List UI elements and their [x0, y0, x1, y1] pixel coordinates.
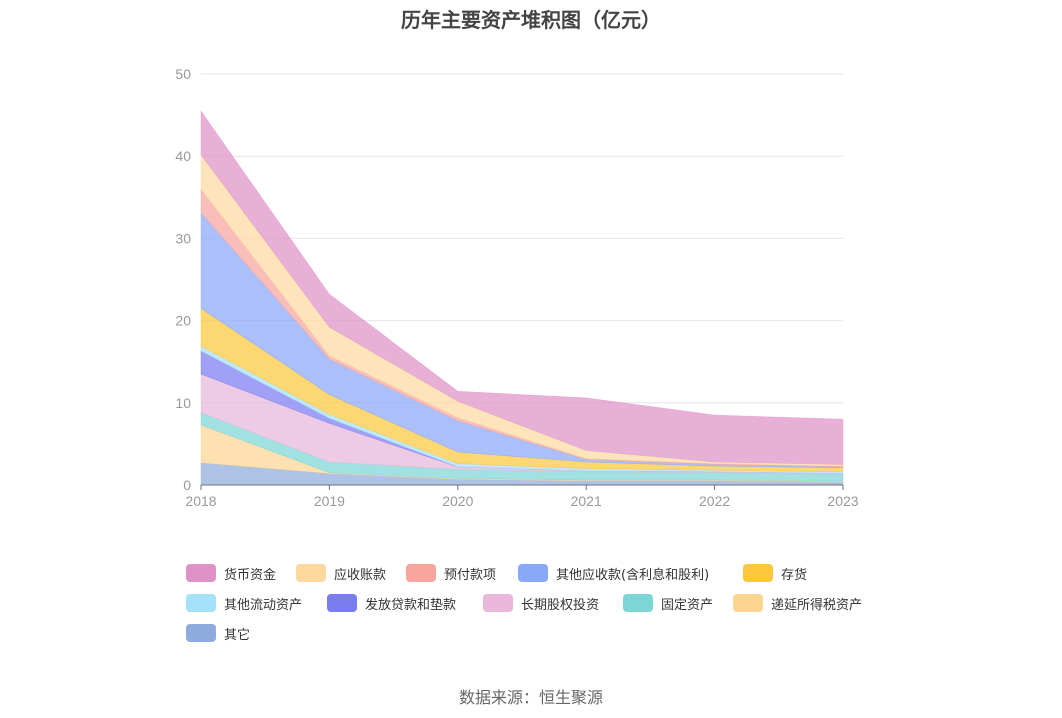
legend-item[interactable]: 存货 [743, 562, 807, 584]
y-tick-label: 30 [175, 230, 191, 246]
legend-swatch [518, 564, 548, 582]
legend-swatch [733, 594, 763, 612]
legend-item[interactable]: 其他应收款(含利息和股利) [518, 562, 709, 584]
y-tick-label: 40 [175, 148, 191, 164]
x-tick-label: 2023 [827, 493, 858, 509]
legend-label: 固定资产 [661, 597, 714, 613]
legend-label: 其他流动资产 [224, 597, 303, 613]
x-tick-labels: 2018 2019 2020 2021 2022 2023 [185, 493, 858, 509]
legend-label: 长期股权投资 [521, 597, 600, 613]
area-货币资金 [200, 110, 844, 465]
legend-swatch [743, 564, 773, 582]
x-tick-label: 2020 [442, 493, 473, 509]
legend-swatch [406, 564, 436, 582]
data-source: 数据来源：恒生聚源 [458, 688, 603, 707]
legend-item[interactable]: 其他流动资产 [186, 592, 302, 614]
legend-swatch [186, 624, 216, 642]
x-axis [200, 484, 844, 490]
x-tick-label: 2018 [185, 493, 216, 509]
legend-item[interactable]: 发放贷款和垫款 [327, 592, 456, 614]
legend-item[interactable]: 其它 [186, 622, 250, 644]
y-tick-label: 10 [175, 395, 191, 411]
y-tick-labels: 0 10 20 30 40 50 [175, 66, 191, 493]
legend-swatch [623, 594, 653, 612]
legend-item[interactable]: 固定资产 [623, 592, 713, 614]
legend-item[interactable]: 货币资金 [186, 562, 276, 584]
legend-label: 预付款项 [444, 567, 497, 583]
chart-title: 历年主要资产堆积图（亿元） [401, 8, 661, 32]
legend-item[interactable]: 递延所得税资产 [733, 592, 862, 614]
legend-item[interactable]: 应收账款 [296, 562, 386, 584]
legend-swatch [483, 594, 513, 612]
area-series [200, 110, 844, 486]
legend-label: 发放贷款和垫款 [365, 597, 457, 613]
legend-label: 应收账款 [334, 567, 387, 583]
y-tick-label: 20 [175, 313, 191, 329]
y-tick-label: 50 [175, 66, 191, 82]
stacked-area-chart: 2018 2019 2020 2021 2022 2023 0 10 20 30 40 50 [175, 66, 858, 509]
legend-label: 递延所得税资产 [771, 597, 863, 613]
x-tick-label: 2021 [571, 493, 602, 509]
legend-label: 货币资金 [224, 567, 277, 583]
legend-label: 其他应收款(含利息和股利) [556, 567, 710, 583]
legend-swatch [327, 594, 357, 612]
legend-label: 存货 [781, 567, 808, 583]
legend-item[interactable]: 预付款项 [406, 562, 496, 584]
y-tick-label: 0 [183, 477, 191, 493]
legend-item[interactable]: 长期股权投资 [483, 592, 599, 614]
legend-swatch [186, 564, 216, 582]
x-tick-label: 2019 [314, 493, 345, 509]
legend-label: 其它 [224, 627, 251, 643]
legend-swatch [296, 564, 326, 582]
x-tick-label: 2022 [699, 493, 730, 509]
legend-swatch [186, 594, 216, 612]
